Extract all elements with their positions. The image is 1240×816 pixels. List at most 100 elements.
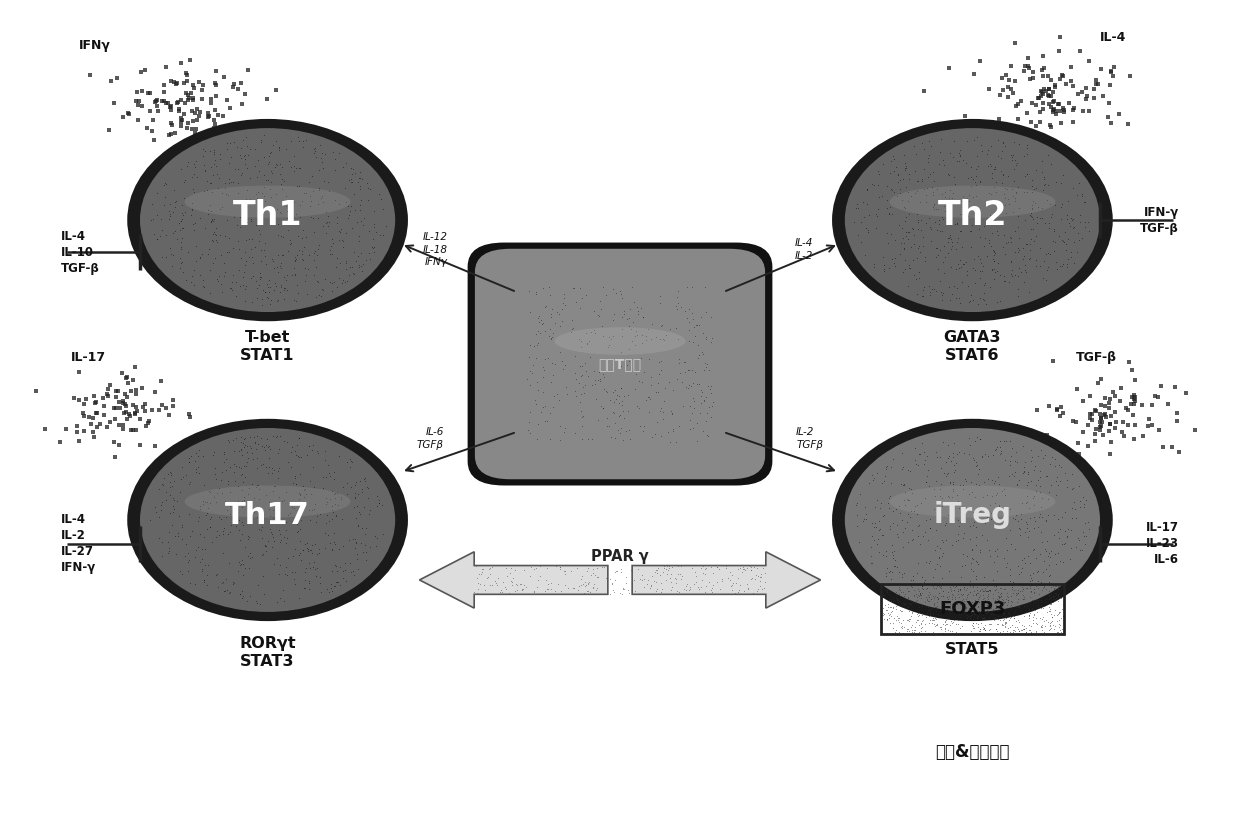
Point (750, 574, 770, 588)
Point (900, 621, 920, 634)
Point (201, 96, 221, 109)
Point (718, 572, 738, 585)
Point (847, 496, 867, 509)
Point (962, 564, 982, 577)
Point (1050, 554, 1070, 567)
Point (1021, 244, 1040, 257)
Point (223, 433, 243, 446)
Point (903, 579, 923, 592)
Point (880, 490, 900, 503)
Point (596, 411, 616, 424)
Text: PPAR γ: PPAR γ (591, 549, 649, 564)
Point (572, 433, 591, 446)
Point (205, 225, 224, 238)
Point (1034, 255, 1054, 268)
Point (970, 588, 990, 601)
Point (208, 481, 228, 494)
Point (593, 330, 613, 343)
Point (305, 150, 325, 163)
Point (901, 241, 921, 254)
Point (1071, 232, 1091, 245)
Point (1043, 590, 1063, 603)
Point (681, 414, 701, 427)
Point (1030, 576, 1050, 589)
Point (279, 206, 299, 220)
Point (1121, 397, 1141, 410)
Point (692, 397, 712, 410)
Point (193, 450, 213, 463)
Point (572, 335, 591, 348)
Point (650, 297, 670, 310)
Point (144, 228, 164, 241)
Point (973, 623, 993, 636)
Point (229, 513, 249, 526)
Point (367, 499, 387, 512)
Point (1003, 607, 1023, 620)
Point (930, 146, 950, 159)
Point (878, 236, 898, 249)
Point (994, 595, 1014, 608)
Point (1045, 199, 1065, 212)
Point (207, 168, 227, 181)
Point (1013, 252, 1033, 265)
Point (998, 170, 1018, 183)
Point (269, 442, 289, 455)
Point (887, 588, 906, 601)
Point (977, 250, 997, 263)
Point (216, 511, 236, 524)
Point (1043, 619, 1063, 632)
Point (281, 237, 301, 250)
Point (523, 358, 543, 371)
Point (610, 427, 630, 440)
Point (929, 551, 949, 564)
Point (1032, 211, 1052, 224)
Point (69, 394, 89, 407)
Point (945, 218, 965, 231)
Point (998, 91, 1018, 104)
Point (921, 223, 941, 236)
Point (237, 594, 257, 607)
Point (611, 359, 631, 372)
Point (1022, 571, 1042, 584)
Point (1023, 72, 1043, 85)
Point (624, 573, 644, 586)
Point (305, 503, 325, 516)
Point (97, 420, 117, 433)
Point (160, 526, 180, 539)
Point (1044, 224, 1064, 237)
Point (954, 599, 973, 612)
Point (156, 494, 176, 507)
Point (885, 160, 905, 173)
Point (944, 583, 963, 596)
Point (238, 64, 258, 77)
Point (1032, 619, 1052, 632)
Point (341, 260, 361, 273)
Point (291, 450, 311, 463)
Point (236, 283, 255, 296)
Point (651, 429, 671, 442)
Point (1042, 581, 1061, 594)
Point (192, 543, 212, 556)
Point (308, 561, 327, 574)
Point (274, 594, 294, 607)
Point (988, 133, 1008, 146)
Point (233, 211, 253, 224)
Point (986, 176, 1006, 189)
Point (629, 308, 649, 321)
Point (1024, 459, 1044, 472)
Point (278, 224, 298, 237)
Point (924, 202, 944, 215)
Point (135, 404, 155, 417)
Point (188, 514, 208, 527)
Point (584, 580, 604, 593)
Point (913, 615, 932, 628)
Point (996, 617, 1016, 630)
Point (667, 290, 687, 304)
Point (901, 580, 921, 593)
Point (702, 410, 722, 424)
Point (329, 224, 348, 237)
Point (729, 578, 749, 591)
Point (1045, 604, 1065, 617)
Point (255, 237, 275, 250)
Point (940, 624, 960, 637)
